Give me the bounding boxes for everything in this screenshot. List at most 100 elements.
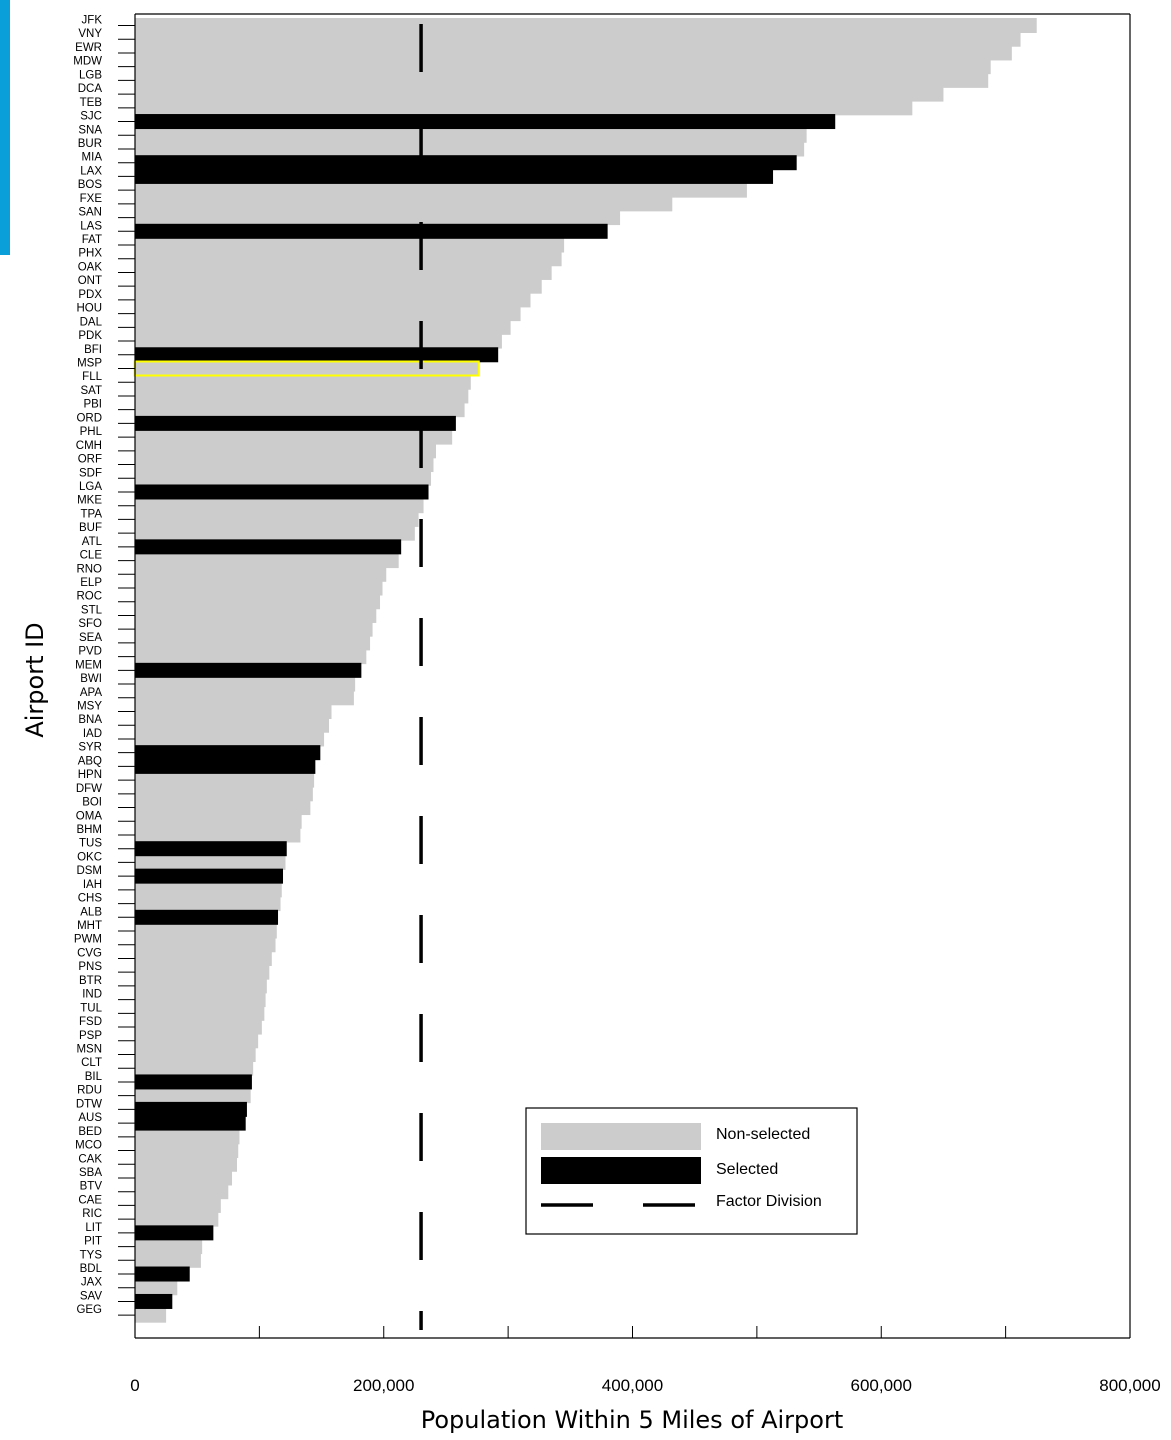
y-tick-label-pdk: PDK [78,330,102,342]
y-tick-label-bwi: BWI [80,673,102,685]
bar-sfo [135,621,373,637]
y-tick-label-jfk: JFK [82,15,103,27]
y-tick-label-sna: SNA [78,124,102,136]
y-tick-label-chs: CHS [78,893,103,905]
bar-mem [135,662,362,678]
legend-label-selected: Selected [716,1161,778,1178]
bar-elp [135,580,383,596]
y-tick-label-mem: MEM [75,659,102,671]
bar-ont [135,278,542,294]
bar-jax [135,1280,178,1296]
bar-pwm [135,937,276,953]
bar-bos [135,182,747,198]
bar-lit [135,1225,214,1241]
y-tick-label-alb: ALB [80,906,102,918]
x-tick-label: 600,000 [851,1376,912,1395]
bar-rno [135,566,387,582]
bar-las [135,223,608,239]
bar-teb [135,100,913,116]
legend-swatch-non-selected [541,1123,701,1150]
y-tick-label-bhm: BHM [76,824,102,836]
y-tick-label-teb: TEB [80,97,103,109]
bar-bdl [135,1266,190,1282]
bar-cvg [135,950,272,966]
y-tick-label-mdw: MDW [73,56,102,68]
bar-okc [135,854,286,870]
bar-jfk [135,18,1037,33]
bar-mke [135,498,424,514]
bar-roc [135,594,381,610]
bar-hou [135,306,521,322]
bar-stl [135,607,377,623]
y-tick-label-las: LAS [80,220,102,232]
bar-bil [135,1074,252,1090]
y-tick-label-pns: PNS [78,961,102,973]
y-tick-label-bed: BED [78,1126,102,1138]
bars-layer [133,18,1037,1323]
y-tick-label-psp: PSP [79,1030,102,1042]
y-tick-label-rno: RNO [76,563,102,575]
left-edge-blue-strip [0,0,10,255]
y-tick-label-sfo: SFO [78,618,102,630]
bar-mdw [135,59,991,75]
bar-bur [135,141,805,157]
bar-fsd [135,1019,262,1035]
y-axis-title: Airport ID [21,622,49,737]
bar-mia [135,155,797,171]
bar-ric [135,1211,219,1227]
bar-dsm [135,868,284,884]
y-tick-label-jax: JAX [81,1277,102,1289]
bar-alb [135,909,279,925]
y-tick-label-sav: SAV [80,1290,102,1302]
legend-label-factor-division: Factor Division [716,1193,822,1210]
y-tick-label-roc: ROC [76,591,102,603]
y-tick-label-okc: OKC [77,851,102,863]
y-tick-label-san: SAN [78,207,102,219]
y-tick-label-dsm: DSM [76,865,102,877]
y-tick-label-msn: MSN [76,1044,102,1056]
legend-swatch-selected [541,1157,701,1184]
y-tick-label-aus: AUS [78,1112,102,1124]
bar-msp [135,361,479,376]
y-tick-label-mke: MKE [77,495,102,507]
bar-tpa [135,511,419,527]
bar-mht [135,923,277,939]
bar-abq [135,758,316,774]
y-tick-label-mco: MCO [75,1140,102,1152]
y-tick-label-bfi: BFI [84,344,102,356]
bar-boi [135,800,311,816]
bar-msy [135,704,332,719]
bar-ewr [135,45,1012,61]
y-tick-label-rdu: RDU [77,1085,102,1097]
y-tick-label-bil: BIL [85,1071,103,1083]
bar-pdx [135,292,531,308]
y-tick-label-pwm: PWM [74,934,102,946]
bar-tul [135,1005,265,1021]
y-tick-label-pbi: PBI [83,399,102,411]
y-tick-label-cak: CAK [78,1153,102,1165]
bar-lax [135,168,774,184]
bar-pns [135,964,270,980]
bar-msn [135,1047,256,1062]
x-tick-label: 0 [130,1376,139,1395]
bar-oma [135,813,302,829]
y-tick-label-dal: DAL [80,316,103,328]
bar-sea [135,635,371,651]
bar-bwi [135,676,356,692]
bar-hpn [135,772,315,788]
y-tick-label-hou: HOU [76,303,102,315]
y-tick-label-sdf: SDF [79,467,102,479]
bar-sba [135,1170,233,1186]
bar-atl [135,539,402,555]
bar-mco [135,1143,239,1159]
bar-dtw [135,1101,247,1117]
y-tick-label-lgb: LGB [79,69,102,81]
bar-fxe [135,196,673,212]
legend-label-non-selected: Non-selected [716,1126,810,1143]
y-tick-label-msy: MSY [77,701,102,713]
x-tick-label: 800,000 [1099,1376,1160,1395]
y-tick-label-ind: IND [82,989,102,1001]
y-tick-label-sat: SAT [80,385,102,397]
